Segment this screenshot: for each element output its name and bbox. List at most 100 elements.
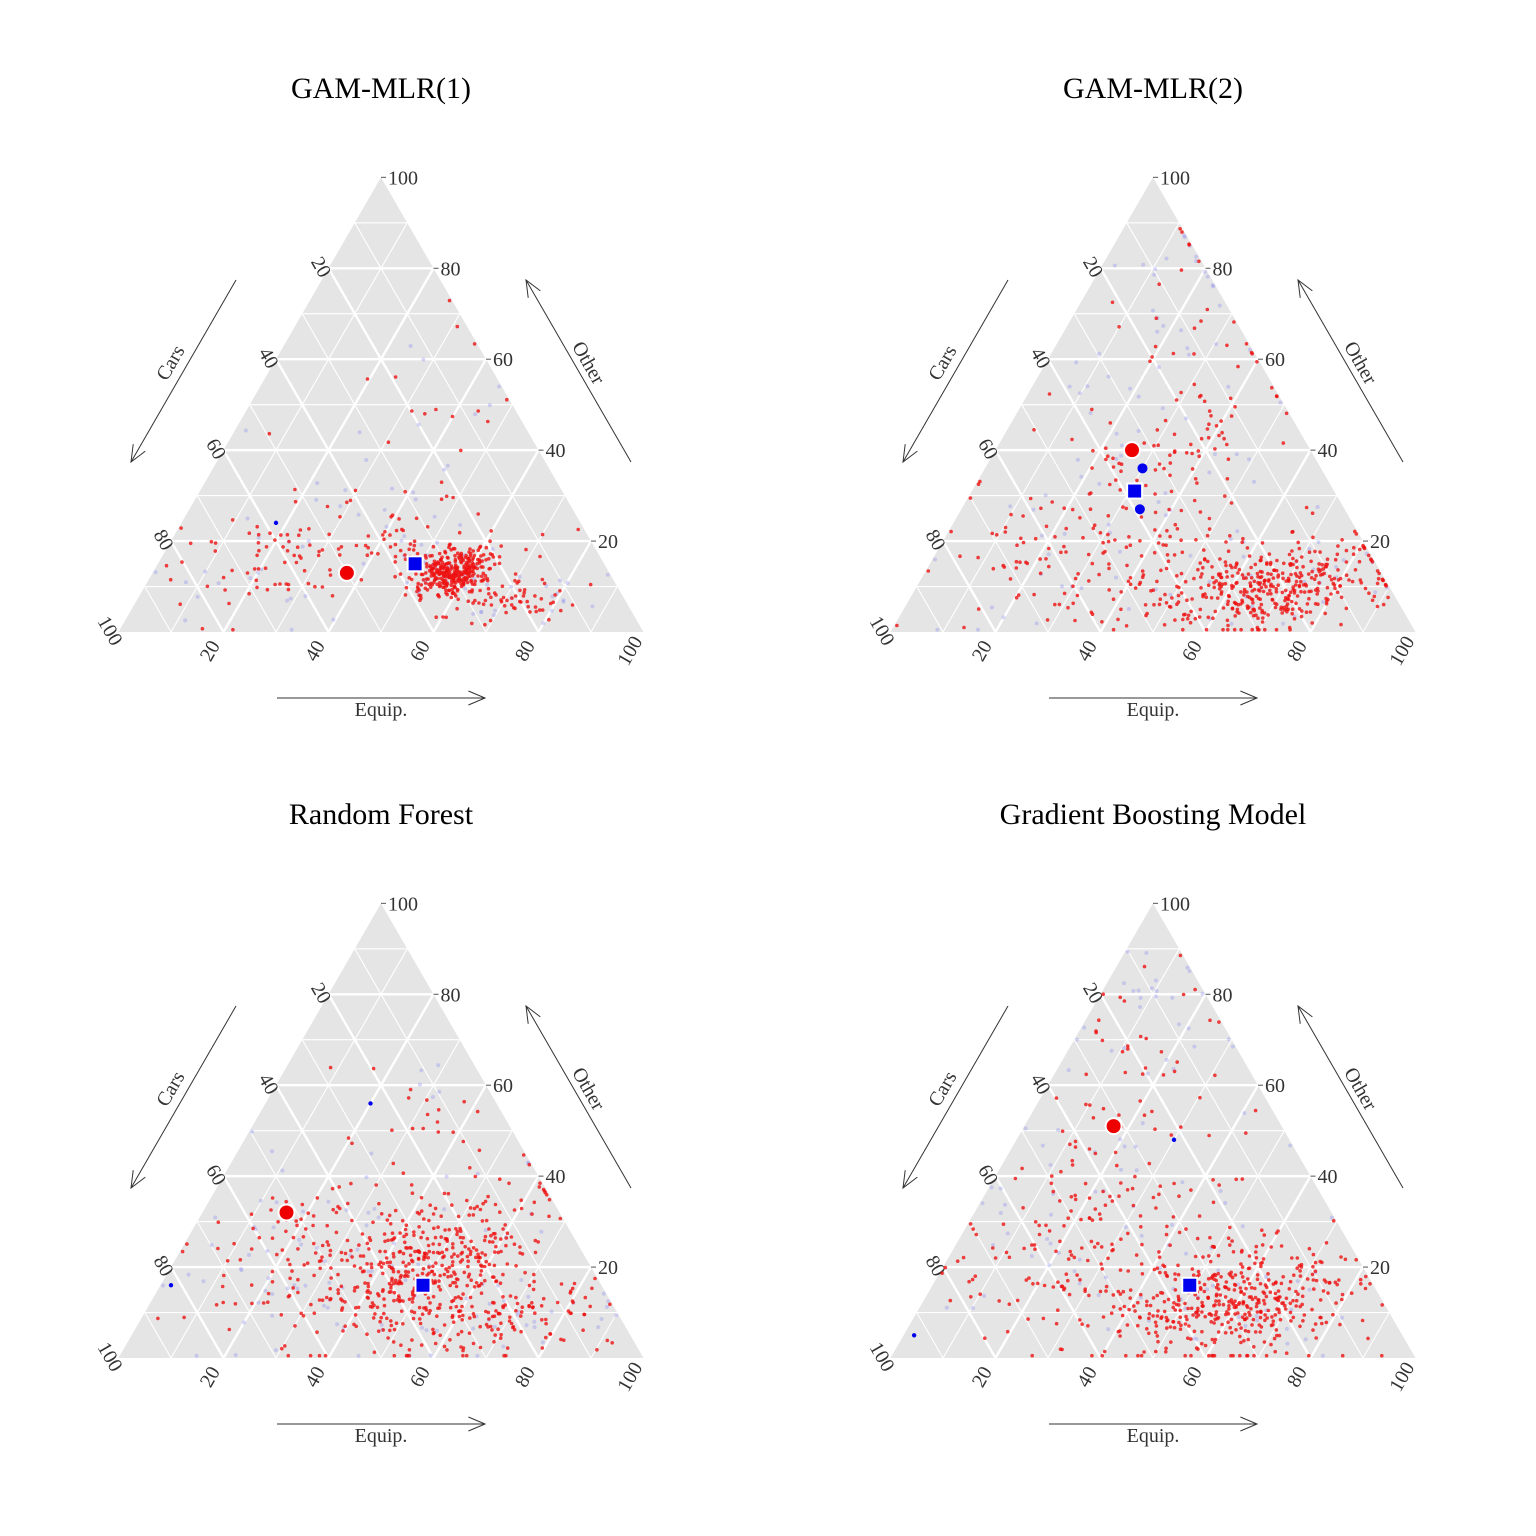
- red-point: [487, 1317, 491, 1321]
- red-point: [1157, 1192, 1161, 1197]
- red-point: [1300, 1302, 1304, 1307]
- red-point: [390, 1231, 395, 1235]
- red-point: [1197, 454, 1201, 459]
- red-point: [1004, 1250, 1009, 1255]
- red-point: [1283, 1303, 1287, 1308]
- red-point: [1287, 1287, 1292, 1291]
- red-point: [450, 1315, 455, 1319]
- red-point: [393, 1208, 398, 1213]
- red-point: [540, 608, 545, 612]
- red-point: [1237, 567, 1242, 572]
- red-point: [499, 1332, 503, 1337]
- red-point: [1069, 1209, 1073, 1213]
- faint-point: [1106, 1327, 1111, 1332]
- faint-point: [1153, 267, 1158, 272]
- red-point: [1186, 1336, 1190, 1340]
- red-point: [1266, 613, 1270, 617]
- faint-point: [971, 1306, 975, 1311]
- gridline-equip: [1204, 449, 1312, 633]
- red-point: [1086, 1258, 1090, 1263]
- red-point: [308, 543, 312, 547]
- red-point: [1113, 1150, 1118, 1155]
- faint-point: [408, 344, 413, 348]
- red-point: [1284, 604, 1289, 609]
- red-point: [1126, 1231, 1130, 1236]
- red-point: [392, 1353, 397, 1358]
- faint-point: [249, 1129, 254, 1134]
- faint-point: [1250, 604, 1255, 609]
- red-point: [1253, 1261, 1257, 1266]
- red-point: [467, 1247, 471, 1251]
- red-point: [1158, 597, 1163, 601]
- red-point: [368, 1304, 373, 1309]
- red-point: [533, 1250, 538, 1255]
- red-point: [1310, 1272, 1315, 1277]
- faint-point: [1210, 283, 1215, 288]
- faint-point: [314, 497, 319, 502]
- red-point: [1219, 419, 1223, 423]
- red-point: [1015, 543, 1019, 547]
- red-point: [1216, 1282, 1220, 1287]
- red-point: [1098, 1289, 1103, 1294]
- red-point: [1250, 589, 1254, 593]
- red-point: [509, 1235, 514, 1239]
- red-point: [1281, 1275, 1285, 1279]
- tick-label-equip: 80: [511, 637, 540, 665]
- red-point: [1241, 1300, 1246, 1304]
- red-point: [1155, 1334, 1160, 1338]
- faint-point: [1001, 615, 1006, 620]
- red-point: [434, 567, 439, 572]
- red-point: [1168, 1325, 1173, 1329]
- red-point: [484, 1218, 489, 1223]
- red-point: [1251, 613, 1256, 618]
- faint-point: [1077, 1281, 1082, 1286]
- faint-point: [315, 481, 320, 486]
- red-point: [456, 1214, 461, 1219]
- red-point: [1094, 1030, 1098, 1035]
- faint-point: [1106, 374, 1111, 379]
- red-point: [1173, 522, 1178, 527]
- red-point: [401, 1251, 406, 1256]
- faint-point: [1341, 558, 1346, 563]
- red-point: [1226, 457, 1231, 462]
- red-point: [505, 598, 509, 603]
- red-point: [304, 1227, 308, 1231]
- red-point: [1226, 1320, 1230, 1324]
- red-point: [1090, 407, 1094, 412]
- red-point: [1225, 1310, 1229, 1314]
- red-point: [1281, 576, 1285, 581]
- red-point: [1267, 1278, 1271, 1282]
- red-point: [1026, 1317, 1030, 1321]
- faint-point: [1112, 263, 1117, 268]
- gridline-equip: [1309, 1266, 1365, 1359]
- red-point: [408, 1253, 413, 1258]
- red-point: [264, 545, 269, 549]
- red-point: [1196, 1347, 1200, 1351]
- red-point: [447, 1265, 452, 1270]
- red-point: [1152, 602, 1156, 607]
- red-point: [1280, 571, 1285, 575]
- red-point: [1213, 609, 1218, 614]
- red-point: [1298, 571, 1303, 575]
- red-point: [428, 1203, 433, 1207]
- red-point: [1037, 1223, 1041, 1228]
- red-point: [1321, 1289, 1326, 1293]
- red-point: [436, 1225, 440, 1229]
- red-point: [1056, 1280, 1060, 1284]
- faint-point: [390, 486, 395, 491]
- gridline-equip: [942, 222, 1180, 633]
- red-point: [423, 581, 428, 585]
- red-point: [424, 556, 428, 560]
- red-point: [430, 1269, 435, 1274]
- red-point: [1051, 1189, 1056, 1194]
- faint-point: [343, 488, 348, 493]
- red-point: [450, 414, 455, 419]
- red-point: [225, 1259, 230, 1263]
- faint-point: [1155, 329, 1160, 334]
- red-point: [290, 1269, 294, 1273]
- red-point: [1164, 543, 1168, 547]
- red-point: [559, 608, 563, 613]
- red-point: [1142, 964, 1147, 969]
- faint-point: [248, 576, 253, 581]
- blue-square-marker: [1126, 482, 1144, 500]
